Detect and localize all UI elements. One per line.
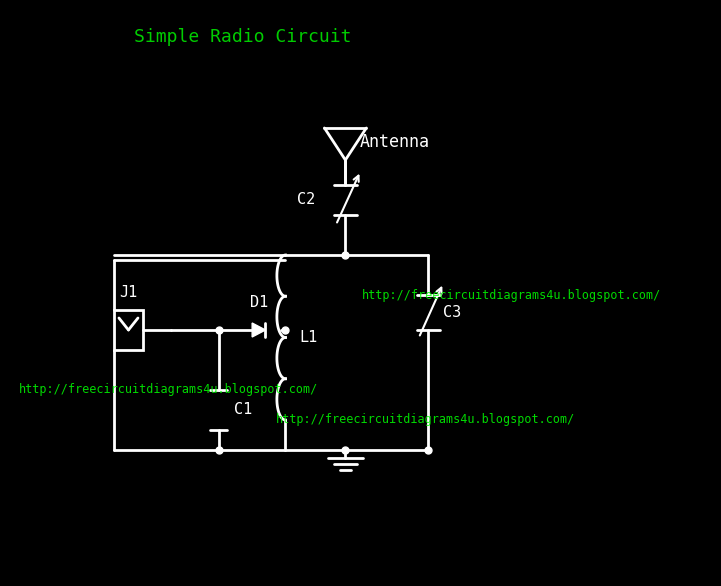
Text: C2: C2	[297, 192, 315, 207]
Text: Antenna: Antenna	[360, 133, 430, 151]
Text: C1: C1	[234, 403, 252, 417]
Text: http://freecircuitdiagrams4u.blogspot.com/: http://freecircuitdiagrams4u.blogspot.co…	[19, 383, 318, 397]
Text: Simple Radio Circuit: Simple Radio Circuit	[134, 28, 351, 46]
Text: http://freecircuitdiagrams4u.blogspot.com/: http://freecircuitdiagrams4u.blogspot.co…	[361, 288, 661, 302]
Text: http://freecircuitdiagrams4u.blogspot.com/: http://freecircuitdiagrams4u.blogspot.co…	[276, 414, 575, 427]
Text: D1: D1	[249, 295, 268, 310]
Bar	[114, 310, 143, 350]
Text: L1: L1	[300, 330, 318, 345]
Text: C3: C3	[443, 305, 461, 320]
Text: J1: J1	[120, 285, 138, 300]
Polygon shape	[252, 323, 265, 337]
